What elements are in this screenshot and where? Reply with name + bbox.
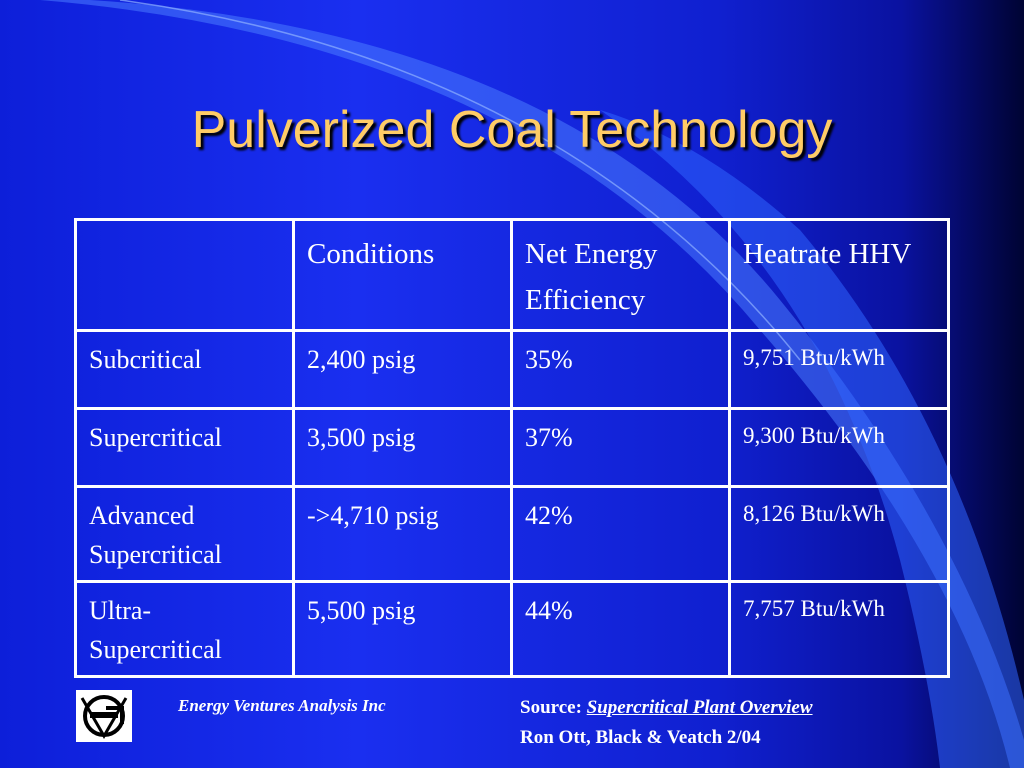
row-heatrate: 9,300 Btu/kWh: [728, 407, 950, 488]
row-efficiency: 42%: [510, 485, 731, 583]
source-title: Supercritical Plant Overview: [586, 697, 813, 718]
row-conditions: 3,500 psig: [292, 407, 513, 488]
row-conditions: 2,400 psig: [292, 329, 513, 410]
table-header-blank: [74, 218, 295, 332]
row-name: Subcritical: [74, 329, 295, 410]
table-header-heatrate: Heatrate HHV: [728, 218, 950, 332]
source-citation: Source: Supercritical Plant Overview Ron…: [520, 693, 813, 753]
row-efficiency: 44%: [510, 580, 731, 678]
company-logo-icon: [76, 690, 132, 742]
row-name: Advanced Supercritical: [74, 485, 295, 583]
table-row: Supercritical 3,500 psig 37% 9,300 Btu/k…: [74, 407, 950, 488]
row-conditions: 5,500 psig: [292, 580, 513, 678]
source-label: Source:: [520, 697, 582, 718]
table-row: Ultra-Supercritical 5,500 psig 44% 7,757…: [74, 580, 950, 678]
data-table: Conditions Net Energy Efficiency Heatrat…: [74, 218, 950, 678]
table-header-efficiency: Net Energy Efficiency: [510, 218, 731, 332]
table-row: Advanced Supercritical ->4,710 psig 42% …: [74, 485, 950, 583]
source-author: Ron Ott, Black & Veatch 2/04: [520, 727, 761, 748]
row-efficiency: 35%: [510, 329, 731, 410]
row-conditions: ->4,710 psig: [292, 485, 513, 583]
row-name: Ultra-Supercritical: [74, 580, 295, 678]
slide-title: Pulverized Coal Technology: [191, 101, 833, 159]
row-heatrate: 7,757 Btu/kWh: [728, 580, 950, 678]
row-name: Supercritical: [74, 407, 295, 488]
row-heatrate: 9,751 Btu/kWh: [728, 329, 950, 410]
row-heatrate: 8,126 Btu/kWh: [728, 485, 950, 583]
row-efficiency: 37%: [510, 407, 731, 488]
table-header-conditions: Conditions: [292, 218, 513, 332]
company-name: Energy Ventures Analysis Inc: [178, 696, 386, 715]
table-header-row: Conditions Net Energy Efficiency Heatrat…: [74, 218, 950, 332]
table-row: Subcritical 2,400 psig 35% 9,751 Btu/kWh: [74, 329, 950, 410]
